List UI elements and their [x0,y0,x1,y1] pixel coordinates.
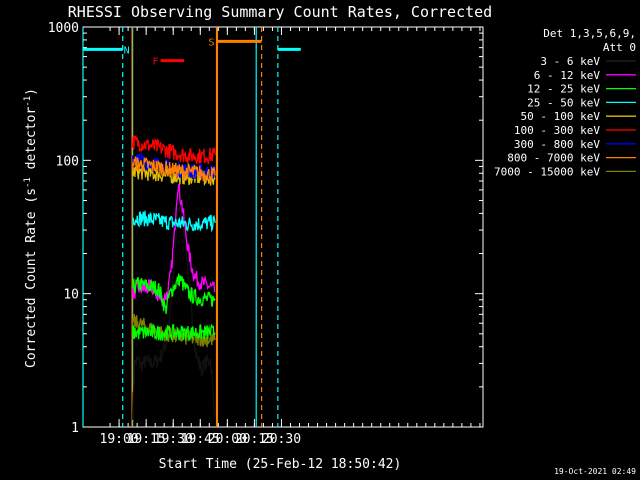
y-axis-label: Corrected Count Rate (s-1 detector-1) [23,88,39,368]
state-bar-label: N [124,45,130,56]
x-tick-label: 20:00 [208,432,247,447]
legend-entry-label: 12 - 25 keV [527,83,600,96]
instrument-state-lines [82,27,279,427]
y-axis-label-sup: -1 [23,96,33,107]
legend-entry-label: 100 - 300 keV [514,124,600,137]
legend-entry-label: 7000 - 15000 keV [494,165,600,178]
series-line [131,156,216,183]
y-tick-label: 1 [71,421,79,436]
series-line [131,323,216,341]
x-tick-label: 20:15 [235,432,274,447]
plot-area: NFS 19:0019:1519:3019:4520:0020:1520:30 … [48,21,484,447]
state-bars: N F S [83,37,301,68]
series-line [131,273,216,315]
y-axis-label-part: ) [24,88,39,96]
x-tick-label: 19:00 [100,432,139,447]
series-line [131,210,216,233]
y-axis-ticks: 1 10 100 1000 [48,21,483,436]
timestamp: 19-Oct-2021 02:49 [554,467,636,476]
legend-entry-label: 3 - 6 keV [540,55,600,68]
legend-entry-label: 300 - 800 keV [514,138,600,151]
x-tick-label: 19:45 [181,432,220,447]
series-line [131,135,216,166]
y-tick-label: 100 [56,154,79,169]
legend-header: Att 0 [603,41,636,54]
x-axis-label: Start Time (25-Feb-12 18:50:42) [159,457,402,472]
y-axis-label-sup: -1 [23,177,33,188]
legend-entry-label: 50 - 100 keV [521,110,601,123]
x-tick-label: 19:15 [127,432,166,447]
y-axis-label-part: Corrected Count Rate (s [24,188,39,368]
y-tick-label: 1000 [48,21,79,36]
chart-title: RHESSI Observing Summary Count Rates, Co… [68,3,492,21]
legend-entry-label: 6 - 12 keV [534,69,601,82]
legend-entry-label: 25 - 50 keV [527,96,600,109]
y-axis-label-part: detector [24,107,39,178]
x-tick-label: 20:30 [262,432,301,447]
legend-header: Det 1,3,5,6,9, [543,27,636,40]
x-tick-label: 19:30 [154,432,193,447]
legend-entry-label: 800 - 7000 keV [507,152,600,165]
energy-band-series [131,135,216,420]
state-bar-label: S [208,37,214,48]
y-tick-label: 10 [63,288,79,303]
series-line [131,204,216,420]
state-bar-label: F [153,57,159,68]
